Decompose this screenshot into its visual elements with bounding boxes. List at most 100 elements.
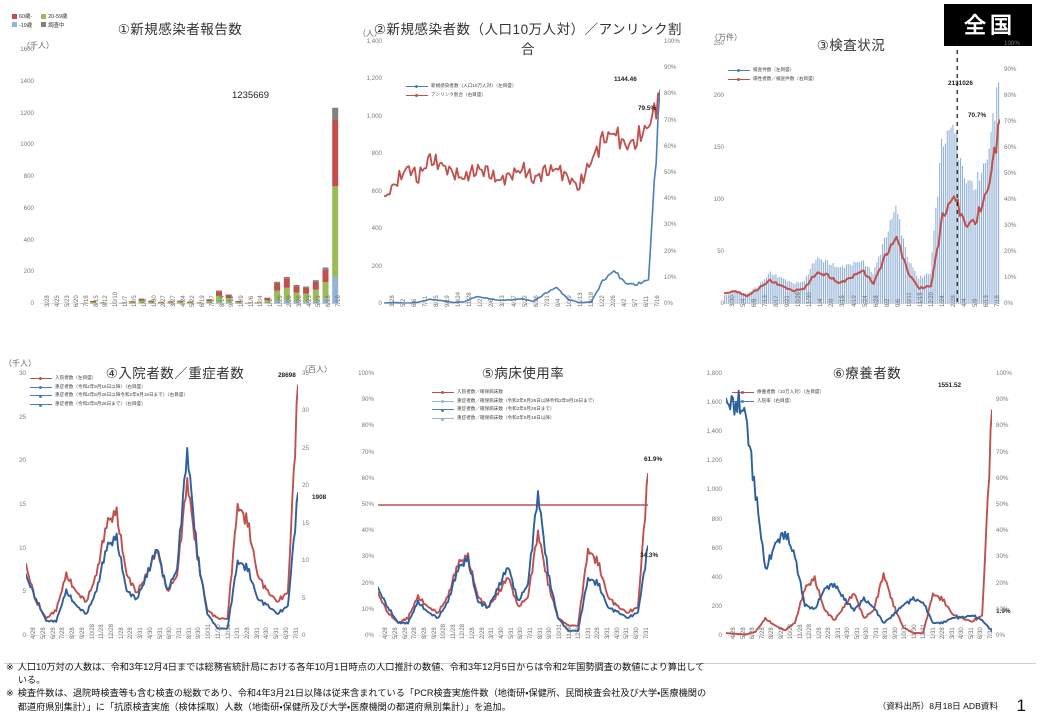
legend-swatch-icon bbox=[12, 22, 17, 27]
axis-tick-label: 6/30 bbox=[518, 627, 525, 639]
bar bbox=[883, 237, 885, 304]
bar bbox=[235, 302, 242, 304]
axis-tick-label: 1,600 bbox=[706, 399, 722, 407]
axis-tick-label: 6/28 bbox=[873, 295, 880, 307]
axis-tick-label: 8/31 bbox=[186, 627, 193, 639]
axis-tick-label: 12/31 bbox=[225, 623, 232, 639]
bar bbox=[878, 256, 880, 304]
bar bbox=[824, 259, 826, 304]
bar bbox=[775, 273, 777, 304]
plot-area bbox=[378, 472, 648, 636]
axis-tick-label: 5/28 bbox=[392, 627, 399, 639]
axis-tick-label: 8/17 bbox=[774, 295, 781, 307]
axis-tick-label: 0 bbox=[378, 300, 382, 307]
axis-tick-label: 40% bbox=[996, 527, 1009, 535]
axis-tick-label: 2/28 bbox=[479, 627, 486, 639]
footnote-row: ※ 検査件数は、退院時検査等も含む検査の総数であり、令和4年3月21日以降は従来含… bbox=[6, 687, 708, 714]
axis-tick-label: 3/31 bbox=[949, 627, 956, 639]
axis-tick-label: 5/31 bbox=[274, 627, 281, 639]
data-series-line bbox=[384, 89, 660, 304]
axis-tick-label: 5/4 bbox=[741, 298, 748, 307]
bar bbox=[796, 281, 798, 304]
axis-tick-label: 50 bbox=[717, 248, 724, 255]
chart6-plot bbox=[726, 374, 992, 636]
axis-tick-label: 11/6 bbox=[248, 295, 255, 307]
chart2-ylabel-left: （人） bbox=[358, 29, 382, 38]
axis-tick-label: 150 bbox=[713, 144, 724, 151]
bar bbox=[788, 280, 790, 304]
legend-line-icon bbox=[406, 85, 428, 89]
bar bbox=[904, 247, 906, 304]
bar bbox=[332, 186, 339, 277]
axis-tick-label: 80% bbox=[996, 422, 1009, 430]
legend-label: 検査件数（左目盛） bbox=[753, 67, 795, 72]
axis-tick-label: 9/12 bbox=[103, 295, 110, 307]
chart6-legend: 療養者数（10万人対）（左目盛） 入院率（右目盛） bbox=[732, 388, 932, 405]
axis-tick-label: 1,000 bbox=[366, 112, 382, 120]
legend-label: 重症者数／確保病床数（令和2年9月16日以降） bbox=[457, 415, 555, 421]
axis-tick-label: 5/24 bbox=[862, 295, 869, 307]
axis-tick-label: 6/18 bbox=[325, 295, 332, 307]
axis-tick-label: 10% bbox=[361, 605, 374, 613]
bar bbox=[187, 302, 193, 304]
axis-tick-label: 30 bbox=[302, 407, 309, 415]
bar bbox=[99, 303, 106, 304]
legend-swatch-icon bbox=[41, 13, 47, 19]
data-series-line bbox=[378, 472, 648, 627]
bar bbox=[767, 273, 769, 304]
axis-tick-label: 6/30 bbox=[978, 627, 985, 639]
axis-tick-label: 11/30 bbox=[911, 624, 918, 639]
axis-tick-label: 1/31 bbox=[585, 627, 592, 639]
bar bbox=[920, 275, 922, 304]
axis-tick-label: 10% bbox=[1004, 274, 1017, 281]
axis-tick-label: 100% bbox=[1004, 40, 1020, 47]
bar bbox=[783, 278, 785, 304]
bar bbox=[128, 302, 135, 304]
axis-tick-label: 0% bbox=[664, 300, 673, 307]
axis-tick-label: 50% bbox=[664, 169, 677, 176]
bar bbox=[872, 274, 874, 304]
axis-tick-label: 3/28 bbox=[45, 295, 52, 307]
bar bbox=[842, 265, 844, 304]
axis-tick-label: 8/28 bbox=[421, 627, 428, 639]
bar bbox=[836, 266, 838, 304]
bar bbox=[779, 277, 781, 304]
legend-line-icon bbox=[732, 400, 754, 404]
bar bbox=[990, 132, 992, 304]
axis-tick-label: 0 bbox=[30, 300, 34, 307]
bar bbox=[984, 163, 986, 304]
bar bbox=[733, 292, 735, 304]
axis-tick-label: 4/30 bbox=[499, 627, 506, 639]
bar bbox=[303, 293, 310, 302]
axis-tick-label: 1600 bbox=[20, 46, 34, 53]
bar bbox=[819, 258, 821, 304]
axis-tick-label: 3/28 bbox=[390, 295, 397, 307]
axis-tick-label: 7/31 bbox=[293, 627, 300, 639]
bar bbox=[760, 282, 762, 304]
bar bbox=[754, 287, 756, 304]
chart3-legend: 検査件数（左目盛） 陽性者数／検査件数（右目盛） bbox=[728, 66, 918, 83]
bar bbox=[916, 275, 918, 304]
bar bbox=[312, 280, 319, 282]
axis-tick-label: 200 bbox=[713, 92, 724, 99]
legend-label: 入院者数／確保病床数 bbox=[457, 389, 503, 394]
bar bbox=[855, 262, 857, 304]
axis-tick-label: 9/19 bbox=[445, 295, 452, 307]
chart3-plot bbox=[724, 44, 1000, 304]
axis-tick-label: 5/9 bbox=[972, 298, 979, 307]
axis-tick-label: 5/31 bbox=[157, 627, 164, 639]
chart5-annotation-bed-use: 61.9% bbox=[644, 456, 663, 463]
chart6-annotation-recuperating: 1551.52 bbox=[938, 382, 962, 389]
legend-item: 重症者数（令和2年8月26日まで）（右目盛） bbox=[30, 400, 260, 409]
axis-tick-label: 1/28 bbox=[816, 627, 823, 639]
axis-tick-label: 3/15 bbox=[840, 295, 847, 307]
legend-label: 療養者数（10万人対）（左目盛） bbox=[757, 389, 825, 394]
legend-item: 入院率（右目盛） bbox=[732, 397, 932, 406]
axis-tick-label: 4/30 bbox=[147, 627, 154, 639]
chart-panel-1: ①新規感染者報告数 60歳- 20-59歳 -19歳 調査中 （千人） 1235669… bbox=[0, 4, 348, 350]
legend-label: 60歳- bbox=[19, 14, 33, 20]
axis-tick-label: 2/28 bbox=[950, 295, 957, 307]
bar bbox=[882, 244, 884, 304]
axis-tick-label: 30 bbox=[19, 370, 26, 377]
axis-tick-label: 1,200 bbox=[706, 457, 722, 465]
